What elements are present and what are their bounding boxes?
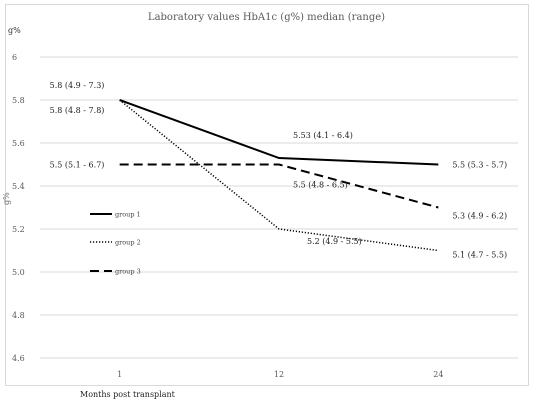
data-label: 5.8 (4.8 - 7.8) [50, 106, 105, 115]
chart-frame [5, 4, 529, 386]
x-axis-title: Months post transplant [80, 390, 175, 399]
series-line-3 [119, 163, 439, 209]
series-line-1 [119, 99, 439, 166]
data-label: 5.5 (5.1 - 6.7) [50, 161, 105, 170]
legend-label: group 2 [115, 239, 141, 247]
data-label: 5.2 (4.9 - 5.5) [307, 237, 362, 246]
legend-label: group 3 [115, 268, 141, 276]
y-tick-label: 5.0 [12, 268, 25, 277]
data-label: 5.53 (4.1 - 6.4) [293, 131, 353, 140]
y-tick-label: 5.4 [12, 182, 25, 191]
data-label: 5.1 (4.7 - 5.5) [452, 251, 507, 260]
data-label: 5.5 (5.3 - 5.7) [452, 161, 507, 170]
chart-title: Laboratory values HbA1c (g%) median (ran… [147, 12, 386, 23]
x-tick-label: 12 [274, 370, 284, 379]
data-label: 5.5 (4.8 - 6.5) [293, 181, 348, 190]
series-line-2 [119, 99, 439, 252]
y-tick-label: 6 [12, 53, 17, 62]
data-label: 5.3 (4.9 - 6.2) [452, 212, 507, 221]
legend-label: group 1 [115, 211, 141, 219]
y-axis-unit-label: g% [8, 26, 21, 35]
x-tick-label: 1 [117, 370, 122, 379]
y-tick-label: 4.6 [12, 354, 25, 363]
y-tick-label: 5.2 [12, 225, 25, 234]
data-label: 5.8 (4.9 - 7.3) [50, 81, 105, 90]
y-tick-label: 5.8 [12, 96, 25, 105]
x-tick-label: 24 [433, 370, 443, 379]
y-tick-label: 5.6 [12, 139, 25, 148]
y-tick-label: 4.8 [12, 311, 25, 320]
